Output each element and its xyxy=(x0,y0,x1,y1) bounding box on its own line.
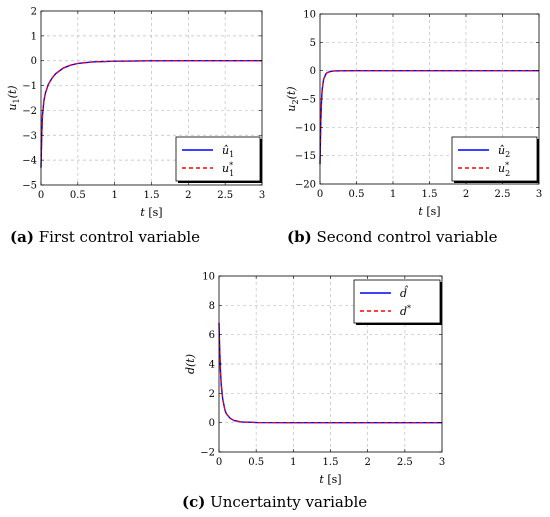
y-tick-label: −5 xyxy=(22,181,37,192)
y-tick-label: −10 xyxy=(295,123,316,134)
legend: û2u* 2 xyxy=(451,136,539,183)
y-tick-label: 10 xyxy=(303,10,316,21)
legend-label-1: d̂ xyxy=(400,286,409,300)
legend-label-2: d* xyxy=(400,304,411,318)
y-tick-label: 0 xyxy=(209,418,215,429)
x-tick-label: 3 xyxy=(259,190,265,201)
legend-box xyxy=(353,279,441,324)
y-tick-label: 0 xyxy=(31,56,37,67)
y-axis-label: u2(t) xyxy=(285,86,300,111)
legend-label-2: u* 1 xyxy=(222,161,234,178)
y-tick-label: 0 xyxy=(310,66,316,77)
caption-b-text: Second control variable xyxy=(311,228,498,246)
x-tick-label: 0 xyxy=(38,190,44,201)
legend-label-2: u* 2 xyxy=(498,161,510,178)
caption-c-letter: (c) xyxy=(182,493,206,511)
y-tick-label: −4 xyxy=(22,156,37,167)
x-tick-label: 2 xyxy=(185,190,191,201)
x-tick-label: 2.5 xyxy=(397,457,413,468)
y-tick-label: −15 xyxy=(295,151,316,162)
series-line-2 xyxy=(40,60,262,168)
y-tick-label: 6 xyxy=(209,330,215,341)
legend-label-1: û1 xyxy=(222,144,234,159)
caption-b: (b) Second control variable xyxy=(287,228,498,246)
legend-box xyxy=(451,136,538,182)
series-line-2 xyxy=(319,70,539,165)
y-tick-label: −3 xyxy=(22,131,37,142)
legend-box xyxy=(175,136,261,182)
y-tick-label: 2 xyxy=(31,7,37,18)
caption-c-text: Uncertainty variable xyxy=(205,493,368,511)
y-tick-label: 4 xyxy=(209,360,215,371)
x-tick-label: 2.5 xyxy=(217,190,233,201)
x-tick-label: 3 xyxy=(439,457,445,468)
y-tick-label: 1 xyxy=(31,31,37,42)
legend: û1u* 1 xyxy=(175,136,262,183)
x-tick-label: 1.5 xyxy=(323,457,339,468)
caption-a-letter: (a) xyxy=(10,228,34,246)
caption-a-text: First control variable xyxy=(33,228,201,246)
x-axis-label: t [s] xyxy=(418,205,440,218)
x-axis-label: t [s] xyxy=(140,206,162,219)
x-tick-label: 0.5 xyxy=(70,190,86,201)
y-axis-label: u1(t) xyxy=(6,85,21,110)
y-axis-label: d(t) xyxy=(184,354,197,374)
y-tick-label: 8 xyxy=(209,301,215,312)
x-tick-label: 0 xyxy=(317,189,323,200)
caption-a: (a) First control variable xyxy=(10,228,200,246)
legend-label-1: û2 xyxy=(498,144,510,159)
legend: d̂ d* xyxy=(353,279,442,325)
caption-c: (c) Uncertainty variable xyxy=(182,493,367,511)
x-tick-label: 1.5 xyxy=(144,190,160,201)
y-tick-label: −20 xyxy=(295,180,316,191)
x-tick-label: 0.5 xyxy=(349,189,365,200)
caption-b-letter: (b) xyxy=(287,228,312,246)
x-axis-label: t [s] xyxy=(319,473,341,486)
x-tick-label: 1 xyxy=(290,457,296,468)
x-tick-label: 3 xyxy=(536,189,542,200)
y-tick-label: −5 xyxy=(301,95,316,106)
x-tick-label: 0.5 xyxy=(248,457,264,468)
y-tick-label: −2 xyxy=(200,448,215,459)
chart-panel-2: 0 0.5 1 1.5 2 2.5 3 −20 −15 −10 −5 0 5 10 t [s] u2(t) û2… xyxy=(285,10,542,219)
x-tick-label: 1.5 xyxy=(422,189,438,200)
y-tick-label: 10 xyxy=(202,272,215,283)
y-tick-label: −1 xyxy=(22,81,37,92)
x-tick-label: 2 xyxy=(463,189,469,200)
series-line-2 xyxy=(218,322,442,424)
y-tick-label: 5 xyxy=(310,38,316,49)
x-tick-label: 1 xyxy=(390,189,396,200)
x-tick-label: 2 xyxy=(364,457,370,468)
y-tick-label: 2 xyxy=(209,389,215,400)
y-tick-label: −2 xyxy=(22,106,37,117)
x-tick-label: 2.5 xyxy=(495,189,511,200)
x-tick-label: 1 xyxy=(111,190,117,201)
x-tick-label: 0 xyxy=(216,457,222,468)
